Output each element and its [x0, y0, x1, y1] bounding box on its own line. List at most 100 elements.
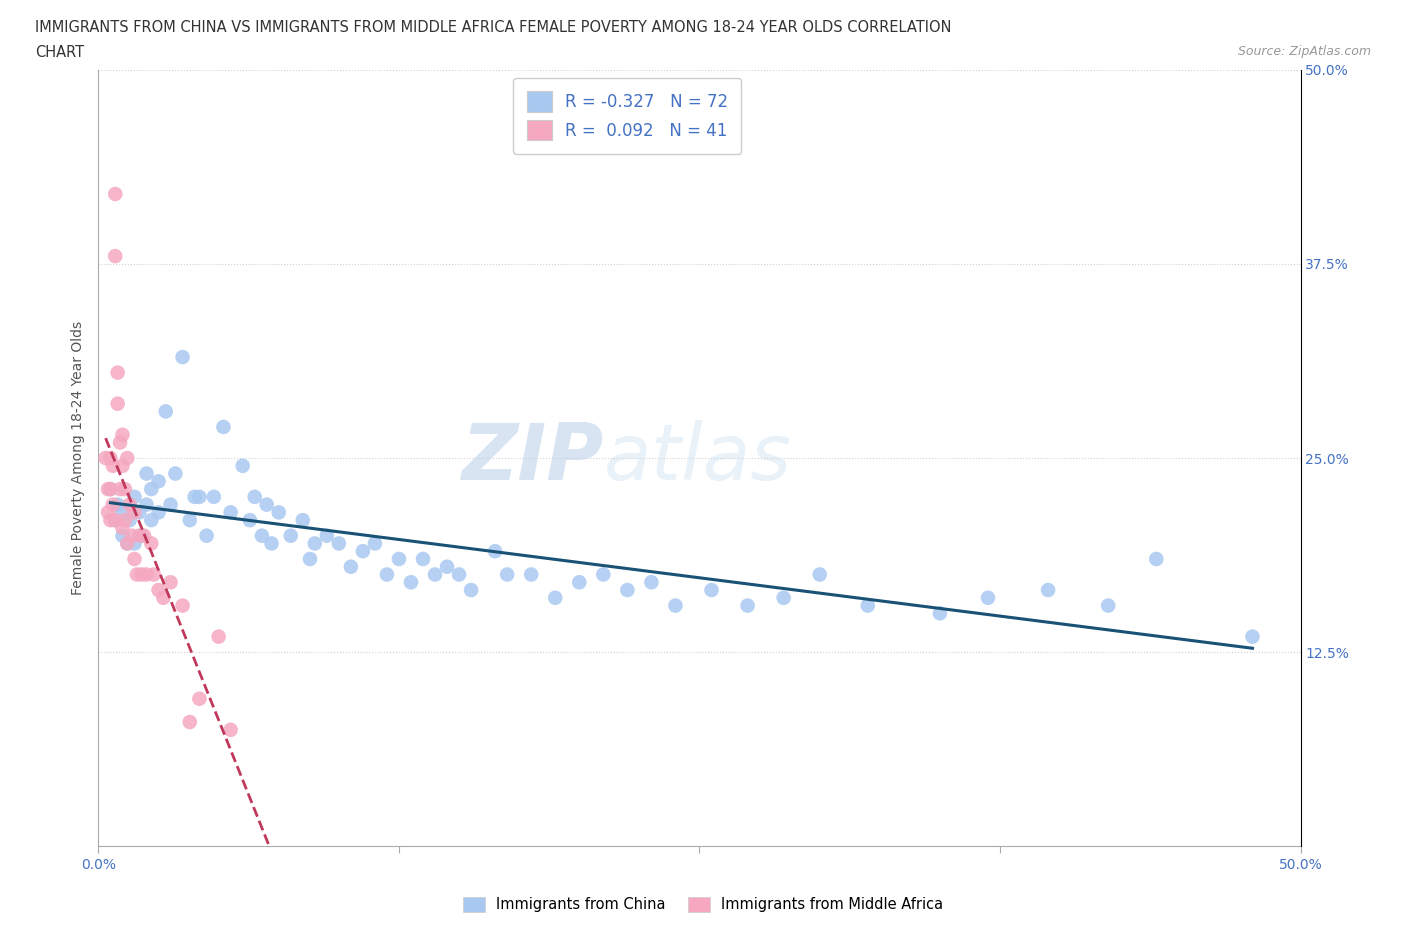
Point — [100, 482, 122, 497]
Point — [977, 591, 1000, 605]
Point — [141, 536, 163, 551]
Point — [107, 396, 129, 411]
Point — [291, 512, 314, 527]
Point — [328, 536, 350, 551]
Point — [208, 630, 231, 644]
Point — [117, 536, 139, 551]
Point — [496, 567, 519, 582]
Point — [243, 489, 266, 504]
Point — [928, 606, 950, 621]
Point — [131, 567, 153, 582]
Point — [165, 466, 187, 481]
Point — [195, 528, 218, 543]
Point — [141, 482, 163, 497]
Point — [148, 474, 170, 489]
Point — [1241, 630, 1264, 644]
Point — [250, 528, 273, 543]
Point — [135, 498, 157, 512]
Point — [118, 498, 141, 512]
Legend: Immigrants from China, Immigrants from Middle Africa: Immigrants from China, Immigrants from M… — [457, 891, 949, 918]
Point — [352, 544, 374, 559]
Point — [375, 567, 398, 582]
Point — [219, 505, 242, 520]
Point — [520, 567, 543, 582]
Point — [111, 505, 134, 520]
Point — [188, 489, 211, 504]
Point — [148, 505, 170, 520]
Point — [388, 551, 411, 566]
Point — [108, 435, 131, 450]
Point — [256, 498, 278, 512]
Point — [148, 582, 170, 597]
Point — [100, 482, 122, 497]
Point — [111, 458, 134, 473]
Point — [544, 591, 567, 605]
Point — [188, 691, 211, 706]
Point — [183, 489, 205, 504]
Point — [364, 536, 387, 551]
Point — [179, 714, 201, 729]
Point — [111, 528, 134, 543]
Point — [128, 528, 150, 543]
Point — [94, 451, 117, 466]
Point — [856, 598, 879, 613]
Point — [124, 489, 146, 504]
Point — [159, 498, 181, 512]
Point — [423, 567, 446, 582]
Point — [101, 458, 124, 473]
Point — [131, 528, 153, 543]
Point — [104, 512, 127, 527]
Point — [111, 521, 134, 536]
Point — [772, 591, 794, 605]
Point — [447, 567, 470, 582]
Point — [616, 582, 638, 597]
Point — [179, 512, 201, 527]
Point — [232, 458, 254, 473]
Point — [117, 536, 139, 551]
Point — [412, 551, 434, 566]
Point — [118, 512, 141, 527]
Point — [260, 536, 283, 551]
Text: IMMIGRANTS FROM CHINA VS IMMIGRANTS FROM MIDDLE AFRICA FEMALE POVERTY AMONG 18-2: IMMIGRANTS FROM CHINA VS IMMIGRANTS FROM… — [35, 20, 952, 35]
Point — [202, 489, 225, 504]
Point — [592, 567, 614, 582]
Point — [436, 559, 458, 574]
Point — [104, 187, 127, 202]
Point — [124, 505, 146, 520]
Point — [280, 528, 302, 543]
Point — [107, 365, 129, 380]
Point — [121, 528, 143, 543]
Point — [267, 505, 290, 520]
Point — [399, 575, 422, 590]
Text: ZIP: ZIP — [461, 420, 603, 496]
Point — [1097, 598, 1119, 613]
Point — [568, 575, 591, 590]
Point — [737, 598, 759, 613]
Point — [219, 723, 242, 737]
Point — [640, 575, 662, 590]
Point — [700, 582, 723, 597]
Point — [101, 498, 124, 512]
Point — [1144, 551, 1167, 566]
Point — [141, 512, 163, 527]
Point — [124, 536, 146, 551]
Point — [664, 598, 686, 613]
Point — [108, 482, 131, 497]
Point — [298, 551, 321, 566]
Point — [304, 536, 326, 551]
Text: CHART: CHART — [35, 45, 84, 60]
Point — [97, 482, 120, 497]
Point — [128, 505, 150, 520]
Point — [460, 582, 482, 597]
Point — [107, 498, 129, 512]
Text: Source: ZipAtlas.com: Source: ZipAtlas.com — [1237, 45, 1371, 58]
Point — [125, 567, 148, 582]
Point — [340, 559, 363, 574]
Point — [808, 567, 831, 582]
Point — [97, 505, 120, 520]
Point — [117, 451, 139, 466]
Point — [114, 482, 136, 497]
Point — [172, 598, 194, 613]
Point — [484, 544, 506, 559]
Point — [315, 528, 337, 543]
